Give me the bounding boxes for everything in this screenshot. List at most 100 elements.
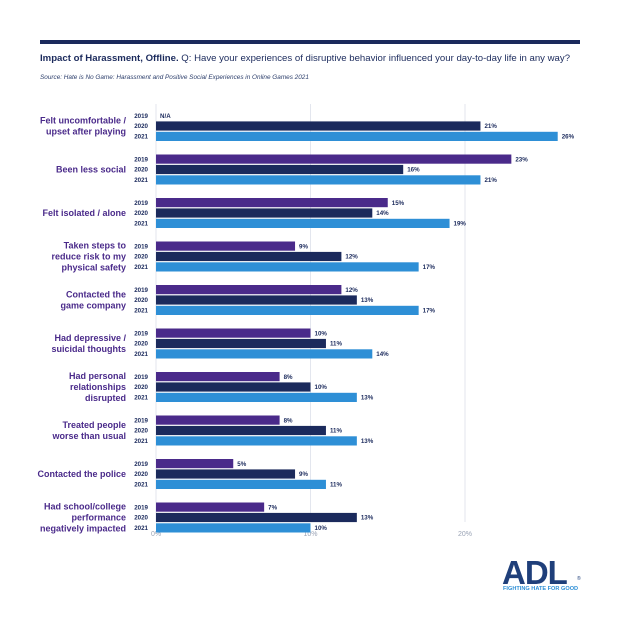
bar-2020: [156, 164, 404, 175]
data-label: 5%: [237, 461, 246, 468]
data-label: 17%: [423, 308, 436, 315]
chart-title-bold: Impact of Harassment, Offline.: [40, 53, 179, 64]
year-label: 2019: [134, 374, 148, 381]
year-label: 2021: [134, 482, 148, 489]
year-label: 2020: [134, 123, 148, 130]
bar-2021: [156, 175, 481, 185]
year-label: 2021: [134, 308, 148, 315]
year-label: 2021: [134, 134, 148, 141]
year-label: 2021: [134, 525, 148, 532]
year-label: 2019: [134, 113, 148, 120]
data-label: 19%: [454, 221, 467, 228]
category-label: negatively impacted: [40, 524, 126, 534]
data-label: 8%: [284, 417, 293, 424]
category-label: Contacted the police: [37, 469, 126, 479]
year-label: 2020: [134, 167, 148, 174]
data-label: 21%: [484, 177, 497, 184]
bar-2019: [156, 415, 280, 425]
bar-2021: [156, 305, 419, 315]
bar-2021: [156, 436, 357, 446]
bar-2020: [156, 425, 326, 436]
category-label: Been less social: [56, 165, 126, 175]
bar-2020: [156, 121, 481, 131]
chart-title: Impact of Harassment, Offline. Q: Have y…: [40, 53, 600, 64]
bar-2020: [156, 469, 296, 479]
year-label: 2021: [134, 438, 148, 445]
year-label: 2019: [134, 200, 148, 207]
bar-2019: [156, 154, 512, 164]
bar-2021: [156, 131, 558, 141]
data-label: 12%: [345, 254, 358, 261]
data-label: 9%: [299, 471, 308, 478]
category-label: Had depressive /: [54, 333, 126, 343]
data-label: 10%: [315, 384, 328, 391]
category-label: Taken steps to: [64, 241, 127, 251]
data-label: 17%: [423, 264, 436, 271]
category-label: Had school/college: [44, 502, 126, 512]
chart-question: Q: Have your experiences of disruptive b…: [178, 53, 571, 64]
bar-2021: [156, 479, 326, 489]
bar-2020: [156, 338, 326, 349]
year-label: 2020: [134, 297, 148, 304]
bar-2019: [156, 372, 280, 382]
data-label: 21%: [484, 123, 497, 130]
year-label: 2019: [134, 243, 148, 250]
category-label: physical safety: [61, 263, 126, 273]
top-rule: [40, 40, 580, 44]
bar-2019: [156, 241, 296, 251]
data-label: 13%: [361, 297, 374, 304]
bar-2019: [156, 328, 311, 338]
data-label: 15%: [392, 200, 405, 207]
year-label: 2021: [134, 395, 148, 402]
bar-2020: [156, 295, 357, 305]
category-label: Contacted the: [66, 290, 126, 300]
bar-2021: [156, 262, 419, 272]
category-label: worse than usual: [51, 431, 126, 441]
year-label: 2019: [134, 287, 148, 294]
data-label: 13%: [361, 515, 374, 522]
bar-2019: [156, 198, 388, 208]
data-label: 10%: [315, 330, 328, 337]
year-label: 2020: [134, 210, 148, 217]
data-label: 12%: [345, 287, 358, 294]
data-label: 11%: [330, 341, 343, 348]
year-label: 2020: [134, 384, 148, 391]
bar-2019: [156, 502, 265, 512]
data-label: 26%: [562, 134, 575, 141]
year-label: 2019: [134, 461, 148, 468]
category-label: Had personal: [69, 371, 126, 381]
adl-tagline: FIGHTING HATE FOR GOOD: [503, 586, 579, 592]
year-label: 2019: [134, 504, 148, 511]
category-label: Felt isolated / alone: [42, 208, 126, 218]
year-label: 2021: [134, 351, 148, 358]
adl-logo: ADL ®: [502, 554, 581, 591]
year-label: 2021: [134, 264, 148, 271]
data-label: 8%: [284, 374, 293, 381]
category-label: disrupted: [85, 393, 126, 403]
bar-2021: [156, 523, 311, 533]
year-label: 2019: [134, 156, 148, 163]
year-label: 2019: [134, 417, 148, 424]
data-label: 16%: [407, 167, 420, 174]
data-label: 9%: [299, 243, 308, 250]
data-label: 10%: [315, 525, 328, 532]
year-label: 2019: [134, 330, 148, 337]
x-tick-label: 20%: [458, 531, 472, 538]
bar-2019: [156, 285, 342, 295]
year-label: 2020: [134, 341, 148, 348]
data-label: 14%: [376, 210, 389, 217]
data-label: 11%: [330, 428, 343, 435]
year-label: 2020: [134, 515, 148, 522]
data-label: 11%: [330, 482, 343, 489]
data-label: 7%: [268, 504, 277, 511]
chart-source: Source: Hate is No Game: Harassment and …: [40, 74, 309, 81]
category-label: suicidal thoughts: [51, 344, 126, 354]
bar-2020: [156, 208, 373, 218]
year-label: 2020: [134, 254, 148, 261]
data-label: N/A: [160, 113, 171, 120]
registered-mark: ®: [577, 575, 581, 582]
category-label: game company: [60, 301, 126, 311]
category-label: reduce risk to my: [51, 252, 126, 262]
bar-2020: [156, 382, 311, 392]
